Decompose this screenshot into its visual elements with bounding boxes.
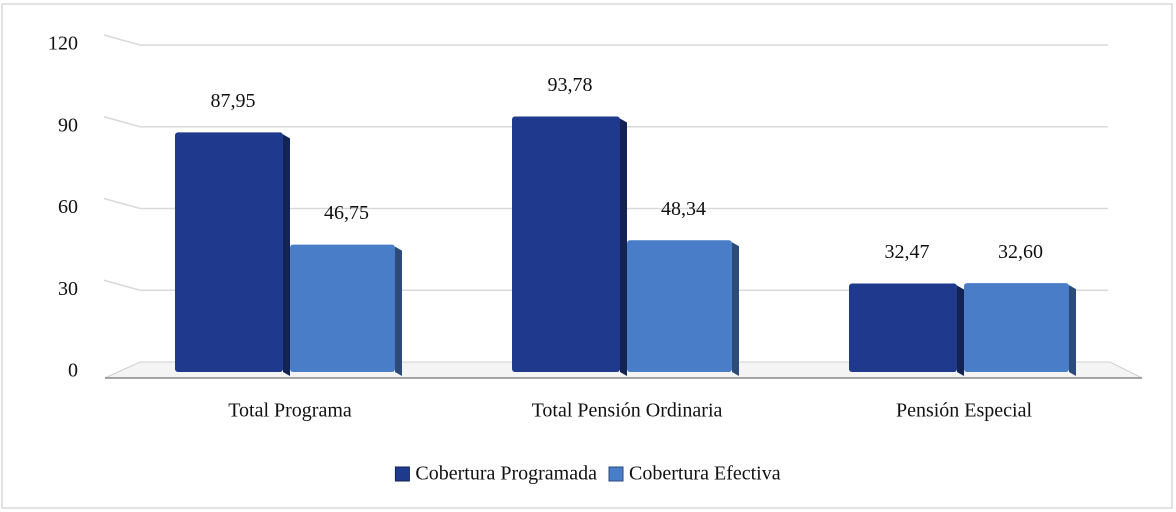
value-label: 93,78 [548,74,593,96]
bar-side [283,134,290,376]
bar [964,283,1069,372]
y-tick-label: 120 [48,33,78,55]
bar-side [395,246,402,376]
value-label: 48,34 [661,198,706,220]
bar [627,240,732,372]
grid-line-depth [103,279,141,291]
grid-line-depth [103,116,141,128]
grid-line-depth [103,197,141,210]
bar-side [957,285,964,376]
legend-marker [394,466,410,482]
grid-line-depth [103,34,141,46]
y-tick-label: 0 [68,360,78,382]
bar [849,283,957,372]
bar-side [1069,285,1076,376]
bar [290,244,395,372]
x-tick-label: Pensión Especial [896,400,1033,422]
value-label: 32,47 [885,241,930,263]
legend-marker [608,466,624,482]
value-label: 87,95 [211,90,256,112]
x-tick-label: Total Pensión Ordinaria [532,400,723,422]
bar-side [620,118,627,377]
y-tick-label: 30 [58,278,78,300]
bar [175,132,283,372]
value-label: 32,60 [998,241,1043,263]
value-label: 46,75 [324,202,369,224]
legend-label: Cobertura Programada [415,463,597,485]
bar [512,116,620,373]
legend-label: Cobertura Efectiva [629,463,781,485]
y-tick-label: 90 [58,114,78,136]
bar-side [732,242,739,376]
x-tick-label: Total Programa [228,400,352,422]
y-tick-label: 60 [58,196,78,218]
